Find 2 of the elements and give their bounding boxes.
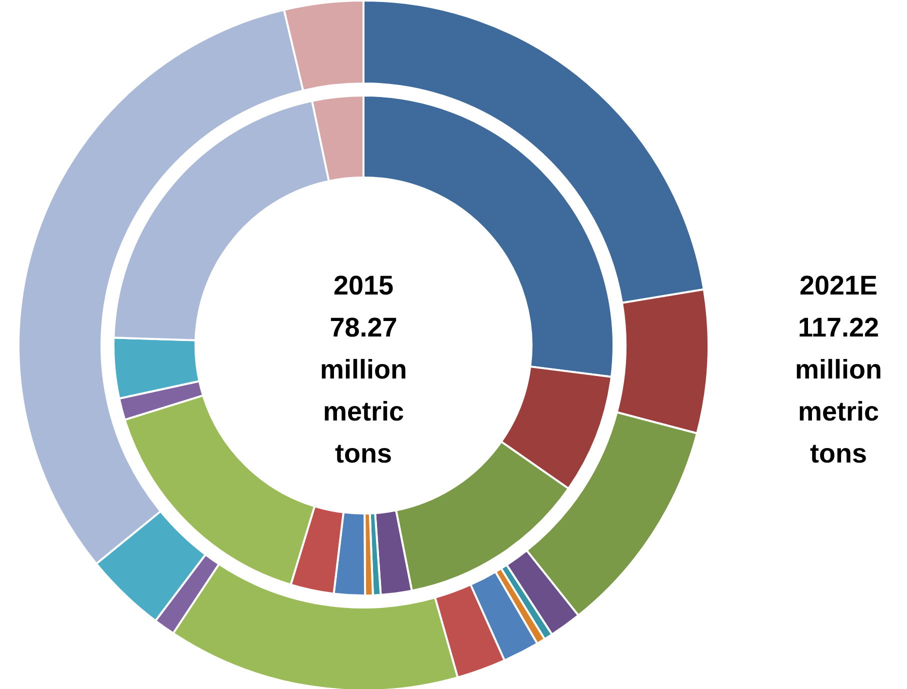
text: 2015 78.27 million metric tons [320,270,407,468]
text: 2021E 117.22 million metric tons [795,270,882,468]
